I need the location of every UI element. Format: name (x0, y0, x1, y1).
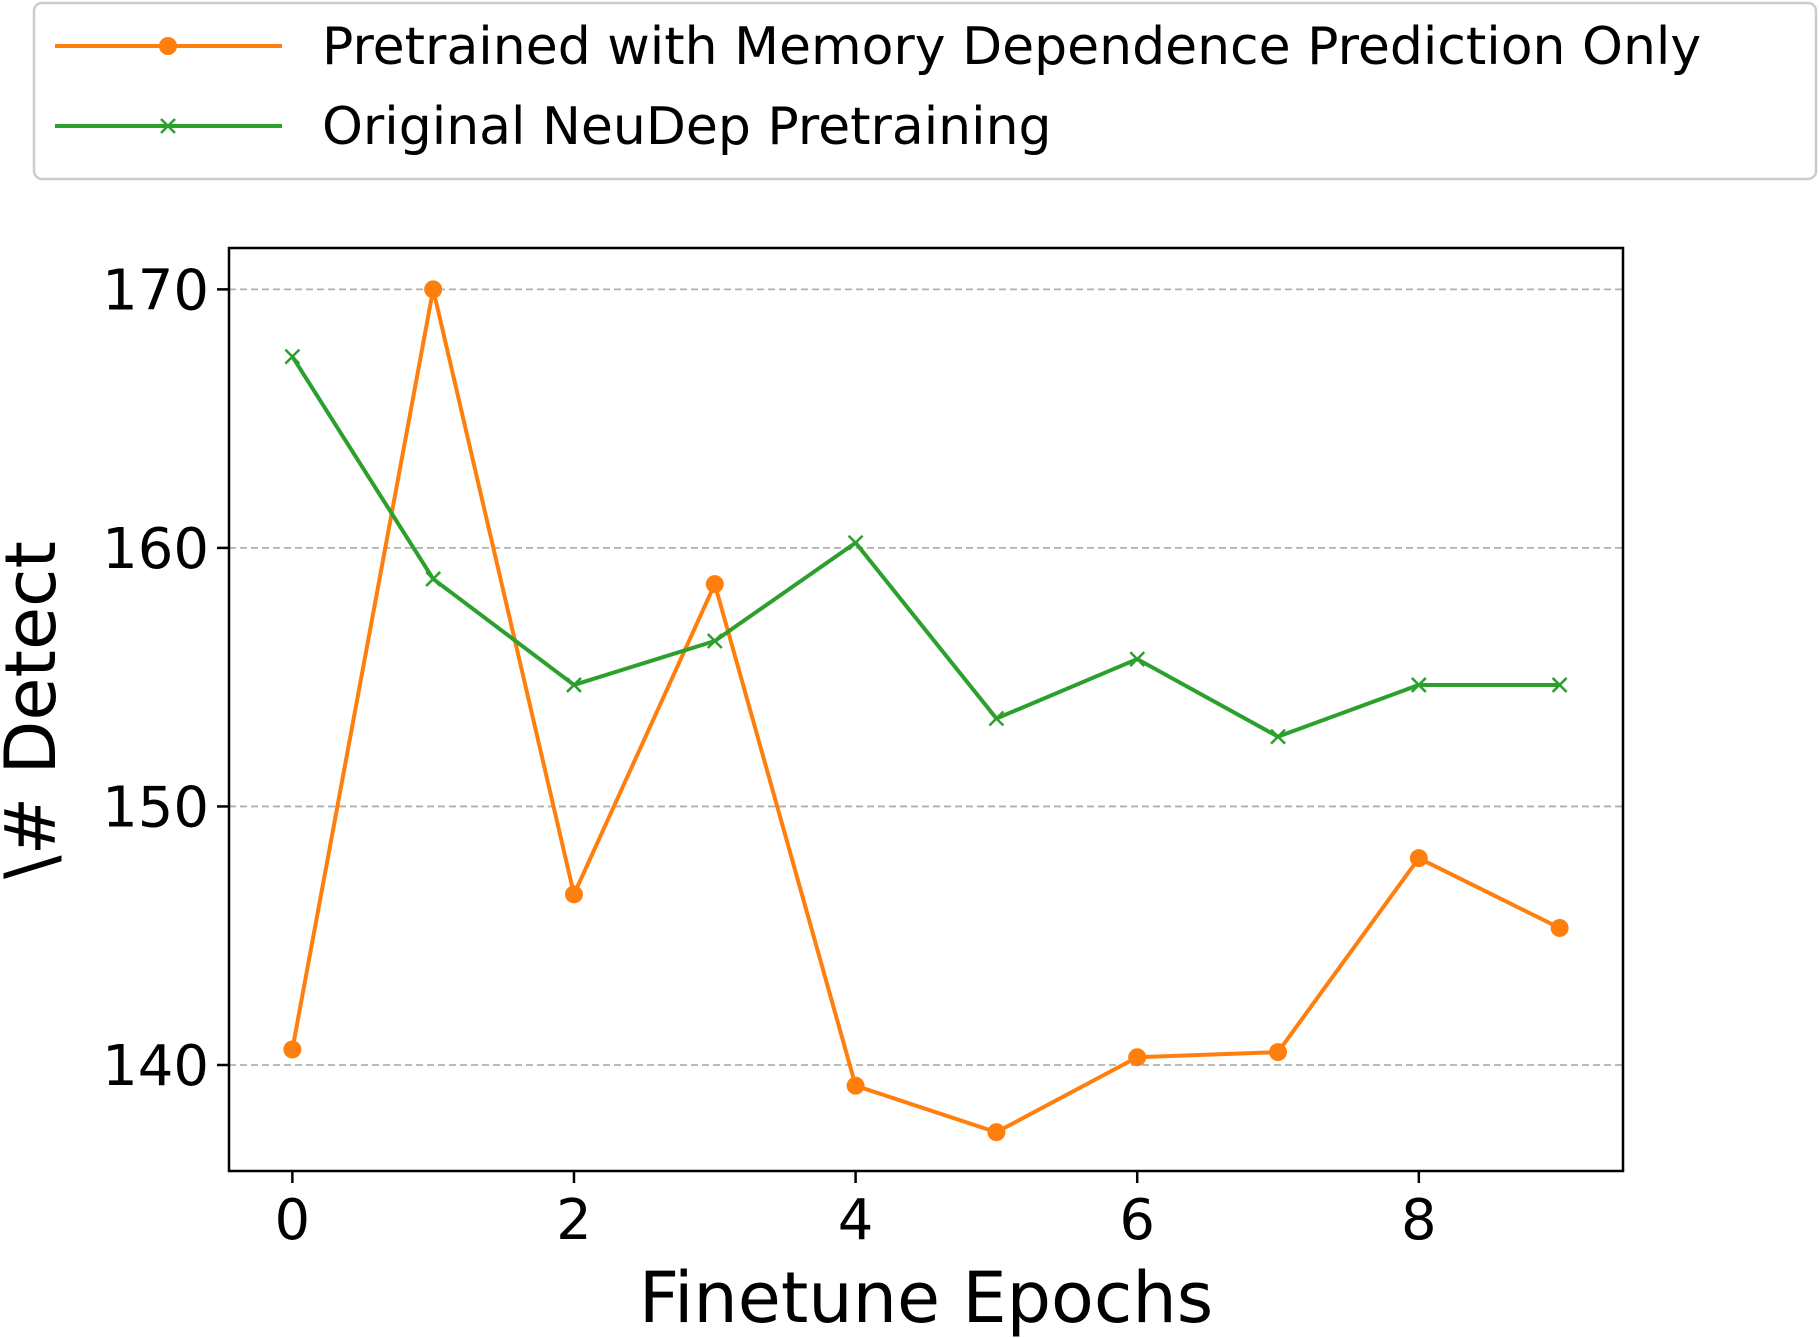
legend-marker (159, 37, 177, 55)
legend-entry: Pretrained with Memory Dependence Predic… (55, 17, 1701, 77)
data-point (424, 280, 443, 299)
legend-label: Original NeuDep Pretraining (322, 97, 1052, 157)
legend: Pretrained with Memory Dependence Predic… (32, 1, 1818, 181)
data-point (1129, 651, 1146, 667)
legend-label: Pretrained with Memory Dependence Predic… (322, 17, 1701, 77)
series-line (290, 287, 1561, 1135)
data-point (284, 348, 301, 365)
y-axis-ticks: 140 150 160 170 (102, 258, 229, 1099)
y-tick-label: 170 (102, 258, 209, 323)
data-point (846, 1076, 865, 1095)
x-tick-label: 8 (1401, 1188, 1437, 1253)
data-point (566, 677, 582, 693)
data-point (988, 710, 1005, 727)
legend-box (32, 1, 1818, 181)
data-point (283, 1040, 302, 1059)
x-tick-label: 4 (838, 1188, 874, 1253)
series-layer (283, 280, 1569, 1142)
data-point (1551, 677, 1568, 693)
y-tick-label: 150 (102, 775, 209, 840)
data-point (1128, 1048, 1147, 1067)
x-tick-label: 2 (556, 1188, 592, 1253)
series-0 (283, 280, 1569, 1142)
data-point (1410, 677, 1427, 693)
y-axis-title: \# Detect (0, 541, 72, 879)
y-tick-label: 140 (102, 1034, 209, 1099)
series-1 (284, 348, 1568, 745)
x-tick-label: 0 (275, 1188, 311, 1253)
data-point (705, 575, 724, 594)
series-line (290, 355, 1560, 739)
data-point (1270, 728, 1286, 745)
data-point (987, 1123, 1006, 1142)
data-point (564, 885, 583, 904)
data-point (706, 633, 723, 649)
plot-frame (227, 246, 1625, 1173)
y-gridlines (229, 288, 1623, 1066)
data-point (1550, 918, 1569, 937)
y-tick-label: 160 (102, 517, 209, 582)
legend-marker (160, 118, 176, 134)
legend-entry: Original NeuDep Pretraining (55, 97, 1052, 157)
x-axis-ticks: 0 2 4 6 8 (275, 1171, 1437, 1253)
x-tick-label: 6 (1119, 1188, 1155, 1253)
x-axis-title: Finetune Epochs (639, 1257, 1213, 1338)
data-point (1269, 1043, 1288, 1062)
data-point (425, 571, 442, 587)
data-point (847, 534, 864, 551)
data-point (1409, 849, 1428, 868)
